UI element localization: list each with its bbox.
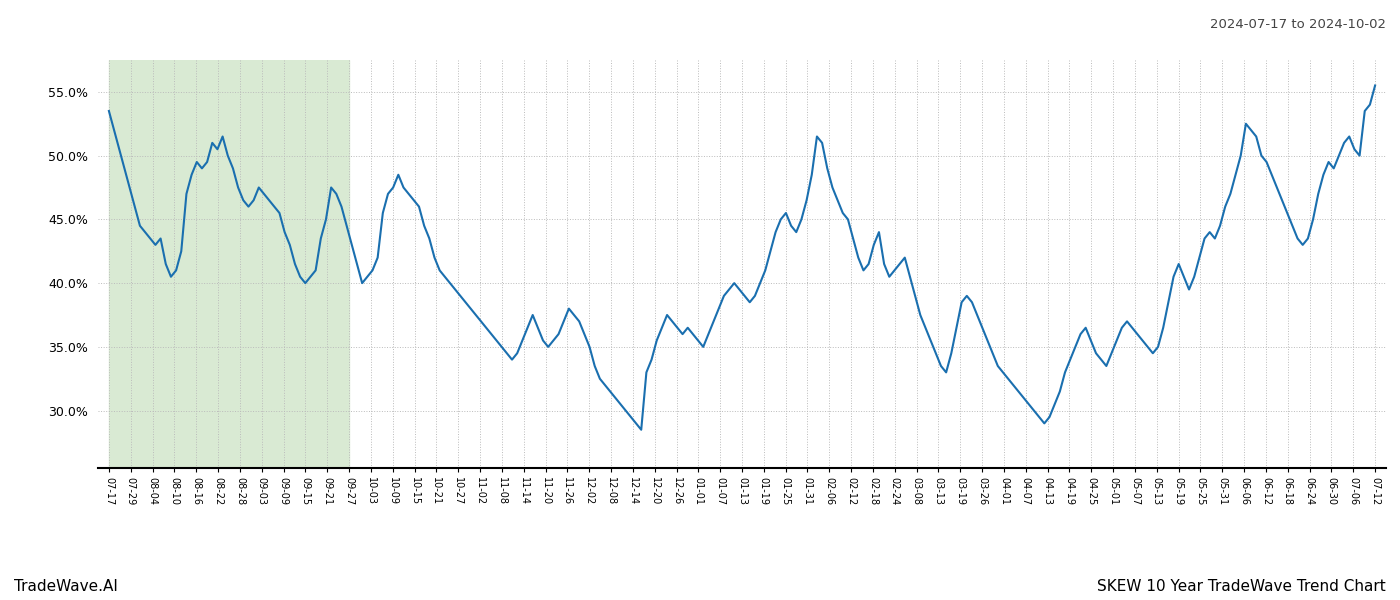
Text: TradeWave.AI: TradeWave.AI: [14, 579, 118, 594]
Text: 2024-07-17 to 2024-10-02: 2024-07-17 to 2024-10-02: [1210, 18, 1386, 31]
Text: SKEW 10 Year TradeWave Trend Chart: SKEW 10 Year TradeWave Trend Chart: [1098, 579, 1386, 594]
Bar: [109, 60, 349, 468]
